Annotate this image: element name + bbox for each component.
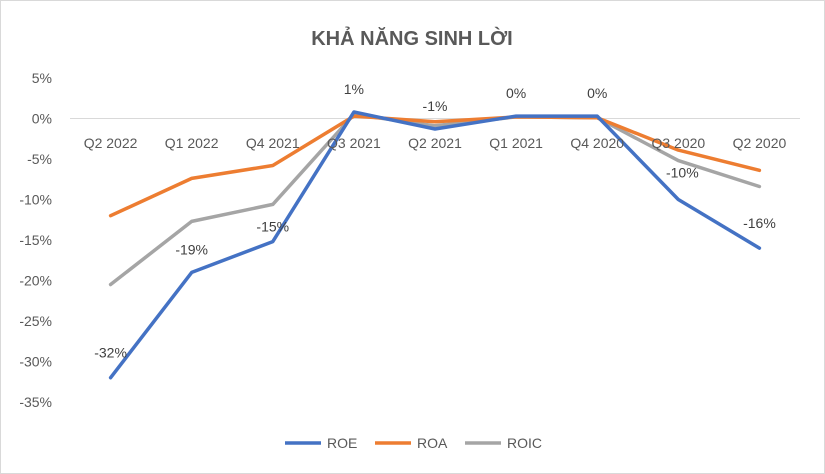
x-tick-label: Q2 2022	[84, 135, 138, 151]
y-tick-label: -30%	[19, 354, 52, 370]
data-label: -19%	[175, 241, 208, 257]
y-tick-label: -15%	[19, 232, 52, 248]
data-label: 0%	[587, 85, 607, 101]
x-tick-label: Q1 2021	[489, 135, 543, 151]
y-tick-label: -25%	[19, 313, 52, 329]
data-label: -15%	[256, 219, 289, 235]
legend: ROE ROA ROIC	[285, 435, 542, 451]
y-tick-label: -20%	[19, 273, 52, 289]
series-line-roe	[108, 110, 762, 380]
x-tick-label: Q3 2021	[327, 135, 381, 151]
data-label: -10%	[666, 165, 699, 181]
x-tick-label: Q2 2020	[733, 135, 787, 151]
y-tick-label: 5%	[32, 70, 52, 86]
data-labels: -32% -19% -15% 1% -1% 0% 0% -10% -16%	[94, 81, 776, 361]
series-line-roa	[108, 114, 762, 218]
legend-label-roe: ROE	[327, 435, 357, 451]
data-label: -32%	[94, 345, 127, 361]
data-label: 1%	[344, 81, 364, 97]
x-tick-label: Q2 2021	[408, 135, 462, 151]
x-axis: Q2 2022 Q1 2022 Q4 2021 Q3 2021 Q2 2021 Q1 20…	[84, 135, 787, 151]
data-label: -1%	[423, 98, 448, 114]
y-tick-label: -5%	[27, 151, 52, 167]
x-tick-label: Q4 2020	[570, 135, 624, 151]
data-label: -16%	[743, 215, 776, 231]
x-tick-label: Q4 2021	[246, 135, 300, 151]
series-line-roic	[108, 112, 762, 287]
y-tick-label: -35%	[19, 394, 52, 410]
legend-label-roic: ROIC	[507, 435, 542, 451]
y-tick-label: -10%	[19, 192, 52, 208]
x-tick-label: Q1 2022	[165, 135, 219, 151]
x-tick-label: Q3 2020	[651, 135, 705, 151]
chart-title: KHẢ NĂNG SINH LỜI	[311, 26, 513, 50]
legend-label-roa: ROA	[417, 435, 448, 451]
y-axis: 5% 0% -5% -10% -15% -20% -25% -30% -35%	[19, 70, 52, 410]
y-tick-label: 0%	[32, 111, 52, 127]
data-label: 0%	[506, 85, 526, 101]
series-lines	[108, 110, 762, 380]
